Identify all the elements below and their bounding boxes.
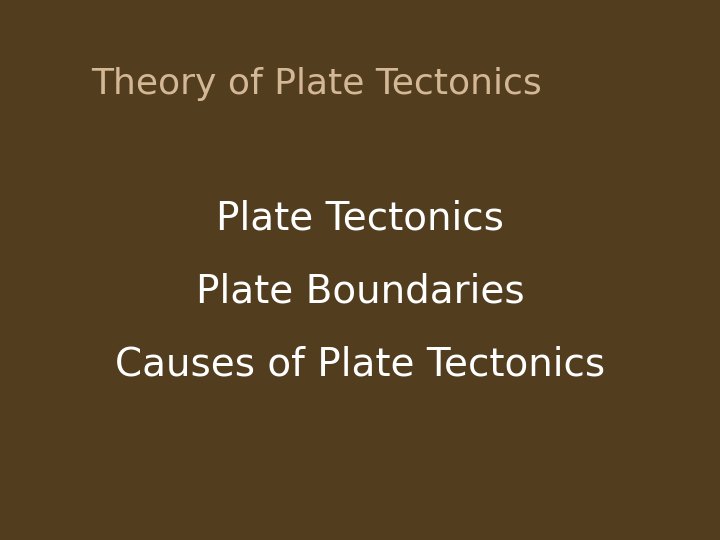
Text: Theory of Plate Tectonics: Theory of Plate Tectonics [91,67,542,100]
Text: Plate Boundaries: Plate Boundaries [196,273,524,310]
Text: Plate Tectonics: Plate Tectonics [216,200,504,238]
Text: Causes of Plate Tectonics: Causes of Plate Tectonics [115,346,605,383]
